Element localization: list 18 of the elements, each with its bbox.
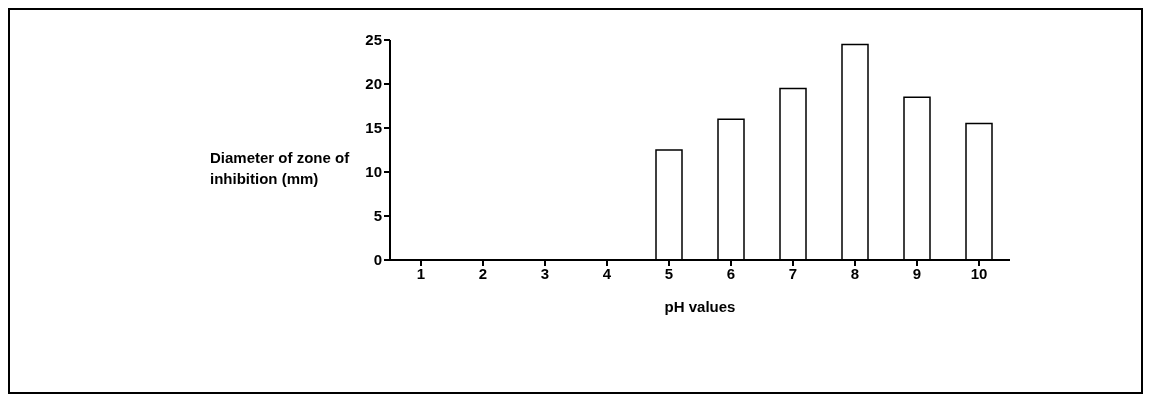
- x-tick-label: 10: [970, 264, 988, 282]
- x-axis-title: pH values: [664, 298, 736, 315]
- y-tick-label: 0: [373, 251, 382, 269]
- x-tick-label: 4: [602, 264, 612, 282]
- x-tick-label: 1: [416, 264, 426, 282]
- y-tick-label: 25: [365, 31, 382, 49]
- y-axis-title: Diameter of zone of inhibition (mm): [210, 148, 351, 189]
- x-tick-label: 9: [912, 264, 922, 282]
- x-tick-label: 8: [850, 264, 860, 282]
- x-tick-label: 2: [478, 264, 488, 282]
- x-tick-label: 6: [726, 264, 736, 282]
- x-tick-label: 3: [540, 264, 550, 282]
- x-tick-label: 7: [788, 264, 798, 282]
- y-tick-label: 20: [365, 75, 382, 93]
- y-tick-label: 10: [365, 163, 382, 181]
- y-tick-label: 5: [373, 207, 382, 225]
- y-tick-label: 15: [365, 119, 382, 137]
- x-tick-label: 5: [664, 264, 674, 282]
